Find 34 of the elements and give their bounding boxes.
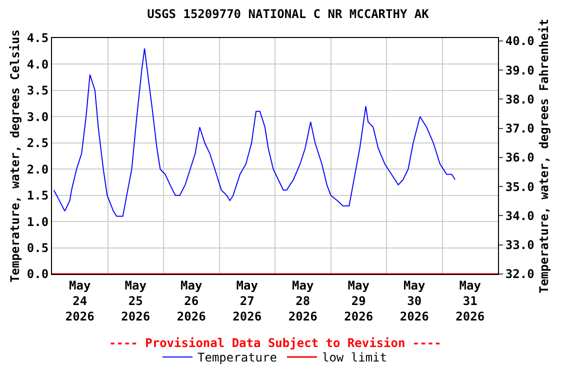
x-tick-label: May 25 2026 [121,278,150,324]
x-tick-label: May 27 2026 [232,278,262,324]
y2-tick-label: 40.0 [505,34,534,48]
chart-title: USGS 15209770 NATIONAL C NR MCCARTHY AK [147,7,430,21]
y-tick-label: 3.5 [26,84,49,98]
y2-tick-label: 38.0 [505,92,534,106]
y-tick-label: 2.0 [26,162,49,176]
x-tick-label: May 29 2026 [344,278,374,324]
y-tick-label: 4.5 [26,31,49,46]
y2-tick-label: 36.0 [505,150,534,165]
y2-tick-label: 35.0 [505,180,534,194]
legend-label: Temperature [198,350,277,365]
y2-tick-label: 37.0 [505,122,534,136]
x-tick-label: May 30 2026 [400,278,429,324]
y-axis-title: Temperature, water, degrees Celsius [8,30,22,282]
y2-tick-label: 33.0 [505,238,534,252]
line-series [53,48,456,217]
y-tick-label: 4.0 [26,57,49,72]
y-tick-label: 1.0 [26,214,49,229]
y2-tick-label: 32.0 [505,267,534,282]
x-tick-label: May 26 2026 [176,278,206,324]
y-tick-label: 0.0 [26,267,49,282]
y-tick-label: 0.5 [26,240,49,255]
x-tick-label: May 28 2026 [288,278,318,324]
y2-tick-label: 39.0 [505,63,534,78]
y-tick-label: 3.0 [26,110,49,124]
y2-axis-title: Temperature, water, degrees Fahrenheit [537,18,552,294]
y2-tick-label: 34.0 [505,208,534,223]
text: ---- Provisional Data Subject to Revision ---- [109,336,442,350]
legend-label: low limit [322,350,388,365]
y-tick-label: 1.5 [26,188,49,203]
y-tick-label: 2.5 [26,136,49,150]
x-tick-label: May 24 2026 [65,278,94,324]
x-tick-label: May 31 2026 [456,278,485,324]
